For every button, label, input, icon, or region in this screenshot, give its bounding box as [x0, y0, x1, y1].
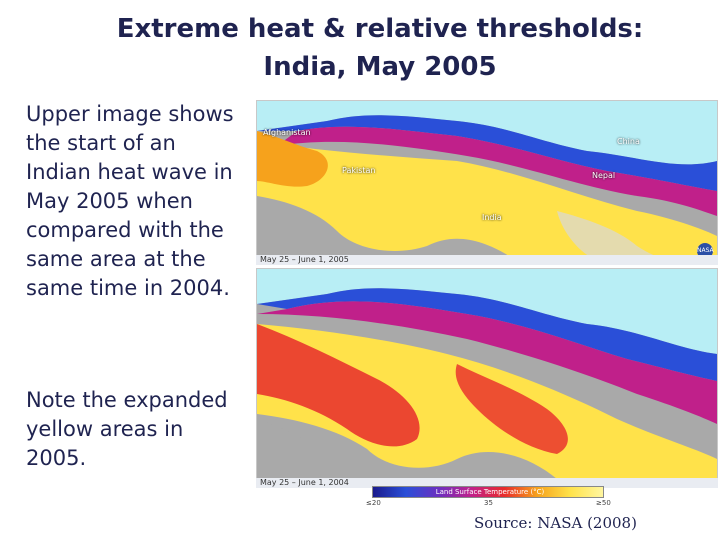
label-afghanistan: Afghanistan — [263, 128, 311, 137]
date-label-2005: May 25 – June 1, 2005 — [260, 255, 349, 264]
label-pakistan: Pakistan — [342, 166, 376, 175]
label-china: China — [617, 137, 640, 146]
label-india: India — [482, 213, 502, 222]
title-line-1: Extreme heat & relative thresholds: — [116, 14, 644, 44]
temperature-legend-bar — [372, 486, 604, 498]
legend-tick-mid: 35 — [484, 499, 493, 507]
label-nepal: Nepal — [592, 171, 616, 180]
slide-title: Extreme heat & relative thresholds: Indi… — [60, 10, 700, 86]
map-2004 — [256, 268, 718, 480]
title-line-2: India, May 2005 — [263, 52, 497, 82]
date-label-2004: May 25 – June 1, 2004 — [260, 478, 349, 487]
date-strip-2004: May 25 – June 1, 2004 — [256, 478, 718, 488]
legend-tick-high: ≥50 — [596, 499, 611, 507]
paragraph-yellow-note: Note the expanded yellow areas in 2005. — [26, 388, 228, 470]
legend-title: Land Surface Temperature (°C) — [435, 488, 545, 496]
legend-tick-low: ≤20 — [366, 499, 381, 507]
paragraph-heatwave-description: Upper image shows the start of an Indian… — [26, 102, 234, 300]
date-strip-2005: May 25 – June 1, 2005 — [256, 255, 718, 265]
map-2005-image — [257, 101, 717, 261]
map-2004-image — [257, 269, 717, 479]
source-citation: Source: NASA (2008) — [474, 514, 637, 532]
map-2005: Afghanistan Pakistan China Nepal India — [256, 100, 718, 262]
